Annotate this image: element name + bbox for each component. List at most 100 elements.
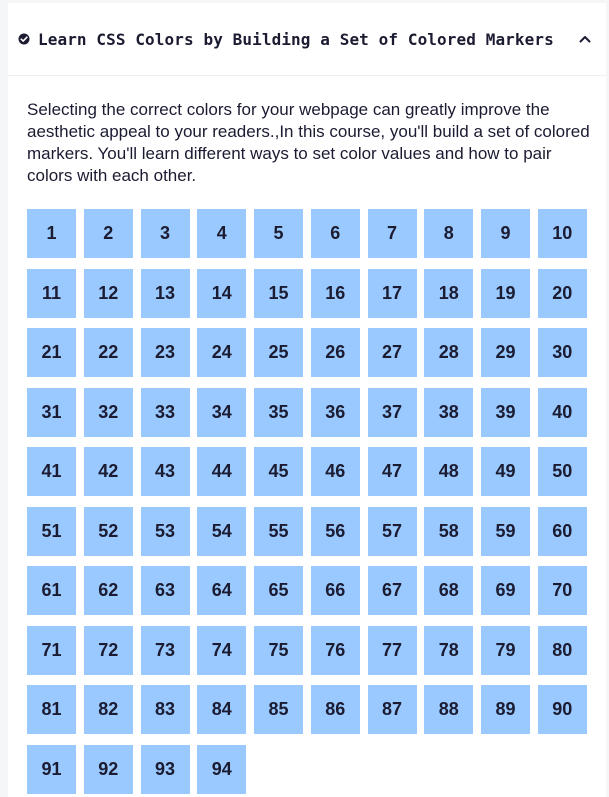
step-button[interactable]: 6 [310, 209, 360, 258]
step-button[interactable]: 61 [27, 566, 76, 615]
step-button[interactable]: 58 [424, 506, 474, 556]
step-button[interactable]: 21 [27, 328, 76, 377]
step-button[interactable]: 7 [367, 209, 417, 258]
step-button[interactable]: 15 [254, 268, 303, 318]
chevron-up-icon[interactable] [578, 32, 592, 46]
step-button[interactable]: 38 [424, 387, 474, 437]
step-button[interactable]: 24 [197, 328, 247, 377]
step-button[interactable]: 33 [140, 387, 190, 437]
step-button[interactable]: 4 [197, 209, 247, 258]
step-button[interactable]: 35 [254, 387, 303, 437]
step-button[interactable]: 14 [197, 268, 247, 318]
step-button[interactable]: 90 [537, 685, 587, 734]
step-button[interactable]: 22 [83, 328, 133, 377]
step-button[interactable]: 51 [27, 506, 76, 556]
step-button[interactable]: 25 [254, 328, 303, 377]
step-button[interactable]: 63 [140, 566, 190, 615]
step-button[interactable]: 76 [310, 625, 360, 675]
step-button[interactable]: 91 [27, 744, 76, 794]
step-button[interactable]: 93 [140, 744, 190, 794]
step-button[interactable]: 46 [310, 447, 360, 496]
step-button[interactable]: 32 [83, 387, 133, 437]
step-button[interactable]: 19 [481, 268, 530, 318]
step-button[interactable]: 59 [481, 506, 530, 556]
step-button[interactable]: 26 [310, 328, 360, 377]
step-button[interactable]: 16 [310, 268, 360, 318]
step-button[interactable]: 3 [140, 209, 190, 258]
step-button[interactable]: 74 [197, 625, 247, 675]
step-button[interactable]: 83 [140, 685, 190, 734]
step-button[interactable]: 2 [83, 209, 133, 258]
step-grid: 1 2 3 4 5 6 7 8 9 10 11 12 13 14 15 16 17 18 19 20 21 22 23 24 2… [27, 209, 592, 794]
step-button[interactable]: 75 [254, 625, 303, 675]
step-button[interactable]: 67 [367, 566, 417, 615]
step-button[interactable]: 88 [424, 685, 474, 734]
step-button[interactable]: 53 [140, 506, 190, 556]
course-panel: Learn CSS Colors by Building a Set of Co… [8, 3, 606, 797]
step-button[interactable]: 31 [27, 387, 76, 437]
step-button[interactable]: 48 [424, 447, 474, 496]
step-button[interactable]: 13 [140, 268, 190, 318]
step-button[interactable]: 17 [367, 268, 417, 318]
step-button[interactable]: 60 [537, 506, 587, 556]
step-button[interactable]: 54 [197, 506, 247, 556]
step-button[interactable]: 65 [254, 566, 303, 615]
step-button[interactable]: 36 [310, 387, 360, 437]
step-button[interactable]: 86 [310, 685, 360, 734]
step-button[interactable]: 56 [310, 506, 360, 556]
step-button[interactable]: 44 [197, 447, 247, 496]
step-button[interactable]: 55 [254, 506, 303, 556]
step-button[interactable]: 20 [537, 268, 587, 318]
step-button[interactable]: 72 [83, 625, 133, 675]
step-button[interactable]: 78 [424, 625, 474, 675]
course-description: Selecting the correct colors for your we… [27, 100, 590, 185]
step-button[interactable]: 70 [537, 566, 587, 615]
step-button[interactable]: 79 [481, 625, 530, 675]
step-button[interactable]: 18 [424, 268, 474, 318]
step-button[interactable]: 68 [424, 566, 474, 615]
step-button[interactable]: 47 [367, 447, 417, 496]
step-button[interactable]: 11 [27, 268, 76, 318]
step-button[interactable]: 94 [197, 744, 247, 794]
step-button[interactable]: 12 [83, 268, 133, 318]
step-button[interactable]: 9 [481, 209, 530, 258]
step-button[interactable]: 71 [27, 625, 76, 675]
step-button[interactable]: 80 [537, 625, 587, 675]
step-button[interactable]: 42 [83, 447, 133, 496]
step-button[interactable]: 37 [367, 387, 417, 437]
step-button[interactable]: 50 [537, 447, 587, 496]
step-button[interactable]: 30 [537, 328, 587, 377]
course-header[interactable]: Learn CSS Colors by Building a Set of Co… [8, 3, 606, 76]
step-button[interactable]: 85 [254, 685, 303, 734]
step-button[interactable]: 43 [140, 447, 190, 496]
step-button[interactable]: 92 [83, 744, 133, 794]
step-button[interactable]: 57 [367, 506, 417, 556]
step-button[interactable]: 41 [27, 447, 76, 496]
step-button[interactable]: 82 [83, 685, 133, 734]
step-button[interactable]: 64 [197, 566, 247, 615]
step-button[interactable]: 49 [481, 447, 530, 496]
course-title: Learn CSS Colors by Building a Set of Co… [38, 29, 554, 49]
step-button[interactable]: 28 [424, 328, 474, 377]
step-button[interactable]: 52 [83, 506, 133, 556]
step-button[interactable]: 40 [537, 387, 587, 437]
step-button[interactable]: 29 [481, 328, 530, 377]
step-button[interactable]: 89 [481, 685, 530, 734]
step-button[interactable]: 73 [140, 625, 190, 675]
step-button[interactable]: 1 [27, 209, 76, 258]
step-button[interactable]: 66 [310, 566, 360, 615]
step-button[interactable]: 39 [481, 387, 530, 437]
step-button[interactable]: 81 [27, 685, 76, 734]
step-button[interactable]: 34 [197, 387, 247, 437]
step-button[interactable]: 8 [424, 209, 474, 258]
step-button[interactable]: 62 [83, 566, 133, 615]
step-button[interactable]: 10 [537, 209, 587, 258]
step-button[interactable]: 27 [367, 328, 417, 377]
step-button[interactable]: 69 [481, 566, 530, 615]
step-button[interactable]: 84 [197, 685, 247, 734]
step-button[interactable]: 77 [367, 625, 417, 675]
step-button[interactable]: 5 [254, 209, 303, 258]
step-button[interactable]: 87 [367, 685, 417, 734]
step-button[interactable]: 23 [140, 328, 190, 377]
step-button[interactable]: 45 [254, 447, 303, 496]
